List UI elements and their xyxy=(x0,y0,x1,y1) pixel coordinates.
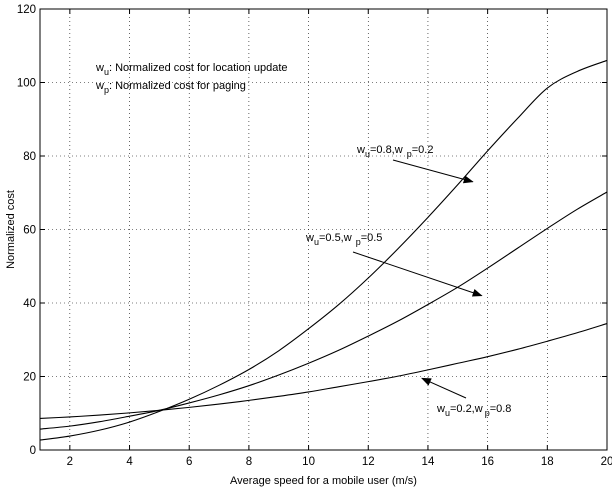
legend-line-paging: wp: Normalized cost for paging xyxy=(95,80,246,95)
axis-ticks xyxy=(40,8,608,451)
x-tick-label: 16 xyxy=(481,456,494,468)
x-tick-label: 2 xyxy=(67,456,73,468)
series-lines xyxy=(39,59,608,441)
x-tick-label: 10 xyxy=(302,456,315,468)
plot-frame xyxy=(39,8,608,451)
x-tick-label: 4 xyxy=(126,456,133,468)
legend-line-location-update: wu: Normalized cost for location update xyxy=(95,62,288,77)
x-tick-label: 12 xyxy=(362,456,375,468)
x-axis-label: Average speed for a mobile user (m/s) xyxy=(230,475,417,487)
annotation-wu02-wp08: wu=0.2,w p=0.8 xyxy=(436,403,511,418)
axis-tick-labels: 2 4 6 8 10 12 14 16 18 20 0 20 40 60 80 100 120 xyxy=(17,4,612,468)
x-tick-label: 6 xyxy=(186,456,192,468)
grid-lines xyxy=(40,9,607,450)
arrow-wu05-wp05 xyxy=(352,251,483,297)
series-line-1 xyxy=(39,59,608,441)
y-axis-label: Normalized cost xyxy=(5,190,17,269)
x-tick-label: 20 xyxy=(601,456,612,468)
y-tick-label: 80 xyxy=(23,151,36,163)
annotation-wu05-wp05: wu=0.5,w p=0.5 xyxy=(305,232,382,247)
y-tick-label: 20 xyxy=(23,372,36,384)
y-tick-label: 40 xyxy=(23,298,36,310)
x-tick-label: 14 xyxy=(422,456,435,468)
y-tick-label: 0 xyxy=(30,445,36,457)
y-tick-label: 100 xyxy=(17,78,36,90)
arrow-wu02-wp08 xyxy=(421,377,467,399)
annotation-wu08-wp02: wu=0.8,w p=0.2 xyxy=(356,144,433,159)
series-line-3 xyxy=(39,323,608,419)
arrow-wu08-wp02 xyxy=(392,159,474,184)
y-tick-label: 60 xyxy=(23,225,36,237)
x-tick-label: 18 xyxy=(541,456,554,468)
x-tick-label: 8 xyxy=(246,456,252,468)
series-line-2 xyxy=(39,191,608,430)
y-tick-label: 120 xyxy=(17,4,36,16)
